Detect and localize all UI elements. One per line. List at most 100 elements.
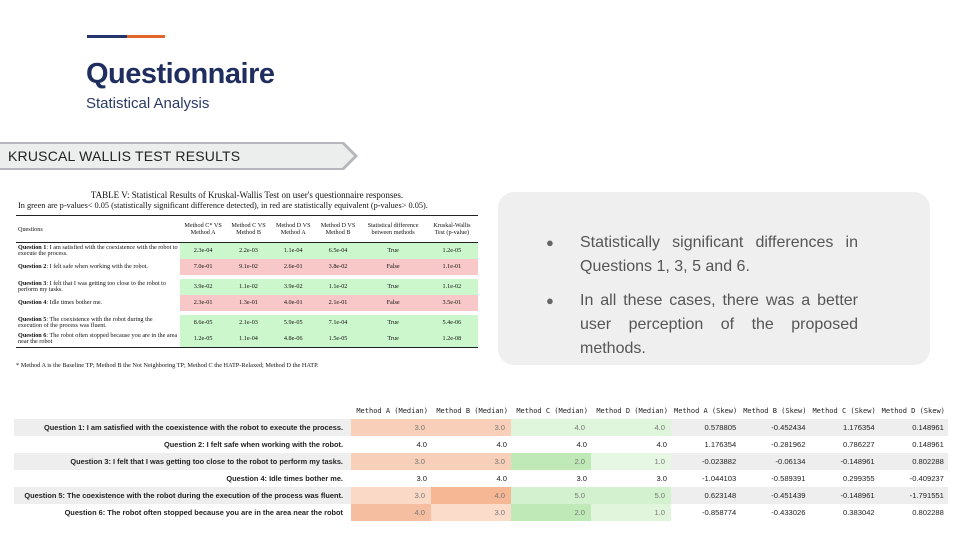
skew-cell: 1.176354 [809,419,879,436]
paper-value-cell: 1.2e-08 [425,331,478,348]
median-cell: 3.0 [351,453,431,470]
paper-value-cell: 1.1e-02 [226,279,271,295]
median-cell: 3.0 [351,487,431,504]
skew-cell: -0.023882 [671,453,741,470]
paper-question-text: : Idle times bother me. [46,298,103,306]
paper-value-cell: 7.1e-04 [315,315,361,331]
median-cell: 4.0 [496,474,507,483]
table-row: Question 3: I felt that I was getting to… [14,453,948,470]
paper-value-cell: 1.1e-02 [425,279,478,295]
skew-cell: 0.299355 [842,474,875,483]
column-header: Method D (Skew) [881,406,945,415]
paper-question-cell: Question 1: I am satisfied with the coex… [16,243,180,260]
row-label: Question 3: I felt that I was getting to… [14,453,351,470]
paper-table-row: Question 5: The coexistence with the rob… [16,315,478,331]
skew-cell: -1.791551 [878,487,948,504]
paper-value-cell: 7.0e-01 [180,259,227,275]
median-cell: 3.0 [431,504,511,521]
paper-value-cell: False [360,259,426,275]
paper-value-cell: 1.1e-02 [315,279,361,295]
paper-value-cell: 2.6e-01 [270,259,316,275]
paper-question-cell: Question 4: Idle times bother me. [16,295,180,311]
median-cell: 3.0 [431,419,511,436]
median-cell: 4.0 [416,440,427,449]
paper-value-cell: 1.1e-04 [226,331,271,348]
median-cell: 2.0 [511,453,591,470]
skew-cell: 0.786227 [842,440,875,449]
median-cell: 3.0 [351,419,431,436]
column-header: Method C (Skew) [812,406,876,415]
median-cell: 5.0 [511,487,591,504]
paper-value-cell: 5.4e-06 [425,315,478,331]
paper-value-cell: True [360,279,426,295]
paper-value-cell: 2.1e-01 [315,295,361,311]
skew-cell: 0.802288 [912,508,944,517]
paper-value-cell: 5.9e-05 [270,315,316,331]
paper-value-cell: 2.2e-03 [226,242,271,259]
paper-table-row: Question 3: I felt that I was getting to… [16,279,478,295]
median-cell: 4.0 [511,419,591,436]
paper-question-number: Question 5 [18,315,47,323]
column-header: Method A (Skew) [674,406,738,415]
paper-table-row: Question 1: I am satisfied with the coex… [16,242,478,260]
paper-question-number: Question 6 [18,331,47,339]
skew-cell: -0.858774 [702,508,737,517]
median-cell: 4.0 [496,440,507,449]
median-cell: 4.0 [591,419,671,436]
page-title: Questionnaire [86,58,275,90]
paper-value-cell: True [360,242,426,259]
row-label: Question 1: I am satisfied with the coex… [14,419,351,436]
median-cell: 1.0 [591,504,671,521]
paper-header: Method C* VS Method A [180,215,227,243]
paper-header: Method D VS Method B [315,215,361,243]
skew-cell: -1.044103 [702,474,737,483]
median-cell: 5.0 [591,487,671,504]
median-cell: 4.0 [351,504,431,521]
column-header: Method C (Median) [516,406,588,415]
paper-value-cell: 6.5e-04 [315,242,361,259]
paper-value-cell: 2.3e-01 [180,295,227,311]
median-cell: 3.0 [416,474,427,483]
column-header: Method A (Median) [356,406,428,415]
table-row: Question 6: The robot often stopped beca… [14,504,948,521]
paper-question-text: : The robot often stopped because you ar… [18,331,178,345]
skew-cell: -0.148961 [809,453,879,470]
paper-value-cell: 3.8e-02 [315,259,361,275]
paper-header: Statistical difference between methods [360,215,426,243]
paper-value-cell: 3.5e-01 [425,295,478,311]
median-skew-table: Method A (Median) Method B (Median) Meth… [14,402,948,521]
row-label: Question 4: Idle times bother me. [226,474,343,483]
skew-cell: 0.148961 [878,419,948,436]
skew-cell: -0.409237 [909,474,944,483]
title-accent-bar-blue [87,35,127,38]
median-cell: 4.0 [431,487,511,504]
paper-value-cell: True [360,331,426,348]
skew-cell: -0.06134 [740,453,810,470]
paper-value-cell: 8.6e-05 [180,315,227,331]
paper-header: Questions [16,215,180,243]
paper-question-cell: Question 5: The coexistence with the rob… [16,315,180,331]
table-row: Question 5: The coexistence with the rob… [14,487,948,504]
paper-table: Questions Method C* VS Method A Method C… [16,215,478,348]
paper-header: Method D VS Method A [270,215,316,243]
column-header: Method D (Median) [596,406,668,415]
paper-table-note: In green are p-values< 0.05 (statistical… [18,201,428,210]
skew-cell: -0.148961 [809,487,879,504]
paper-table-row: Question 2: I felt safe when working wit… [16,259,478,275]
paper-value-cell: 1.3e-01 [226,295,271,311]
bullet-dot-icon: ● [546,235,554,250]
row-label: Question 5: The coexistence with the rob… [14,487,351,504]
skew-cell: -0.452434 [740,419,810,436]
skew-cell: -0.589391 [771,474,806,483]
paper-value-cell: 3.9e-02 [270,279,316,295]
page-subtitle: Statistical Analysis [86,95,210,112]
table-row: Question 4: Idle times bother me. 3.0 4.0 3… [14,470,948,487]
paper-header: Method C VS Method B [226,215,271,243]
median-cell: 2.0 [511,504,591,521]
skew-cell: 0.383042 [842,508,875,517]
paper-table-caption: TABLE V: Statistical Results of Kruskal-… [90,190,404,200]
skew-cell: 1.176354 [704,440,737,449]
paper-value-cell: 1.1e-04 [270,242,316,259]
median-cell: 4.0 [576,440,587,449]
paper-question-cell: Question 3: I felt that I was getting to… [16,279,180,295]
